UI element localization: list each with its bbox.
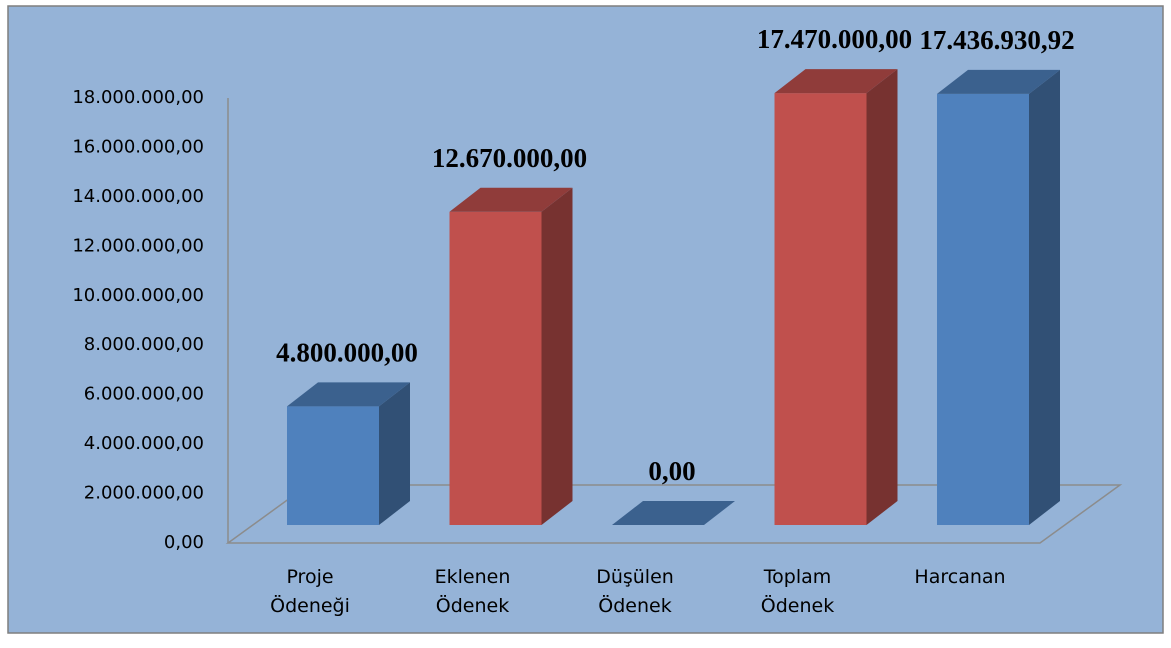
bar xyxy=(612,501,735,525)
bar-side xyxy=(379,382,410,525)
bar-front xyxy=(287,406,379,525)
y-tick-label: 12.000.000,00 xyxy=(72,235,204,256)
bar xyxy=(774,69,898,525)
x-tick-label: Proje Ödeneği xyxy=(270,566,350,617)
bar-side xyxy=(866,69,898,525)
y-tick-label: 10.000.000,00 xyxy=(72,285,204,306)
bar xyxy=(937,69,1060,525)
bar-front xyxy=(937,93,1029,525)
y-tick-label: 2.000.000,00 xyxy=(84,483,204,504)
bar-side xyxy=(541,187,573,525)
value-label: 17.470.000,00 xyxy=(757,24,912,54)
y-tick-label: 18.000.000,00 xyxy=(72,87,204,108)
y-tick-label: 14.000.000,00 xyxy=(72,186,204,207)
y-tick-label: 6.000.000,00 xyxy=(84,384,204,405)
y-tick-label: 8.000.000,00 xyxy=(84,334,204,355)
floor xyxy=(225,484,1123,544)
bar-front xyxy=(774,93,867,525)
x-tick-label: Toplam Ödenek xyxy=(760,566,835,617)
bar xyxy=(287,382,410,525)
value-label: 17.436.930,92 xyxy=(919,25,1074,55)
value-label: 12.670.000,00 xyxy=(432,143,587,173)
bar-top xyxy=(612,501,735,525)
bar-top xyxy=(937,69,1060,94)
x-tick-label: Eklenen Ödenek xyxy=(434,566,511,617)
y-tick-label: 0,00 xyxy=(164,532,204,553)
bar-top xyxy=(449,187,573,212)
bar xyxy=(449,187,573,525)
bar-front xyxy=(449,211,542,525)
bar-top xyxy=(774,69,898,94)
bar-side xyxy=(1029,69,1060,525)
y-tick-label: 16.000.000,00 xyxy=(72,136,204,157)
bar-top xyxy=(287,382,410,407)
value-label: 0,00 xyxy=(648,456,695,486)
x-tick-label: Harcanan xyxy=(914,566,1006,588)
y-tick-label: 4.000.000,00 xyxy=(84,433,204,454)
value-label: 4.800.000,00 xyxy=(276,337,418,367)
x-tick-label: Düşülen Ödenek xyxy=(596,566,674,617)
